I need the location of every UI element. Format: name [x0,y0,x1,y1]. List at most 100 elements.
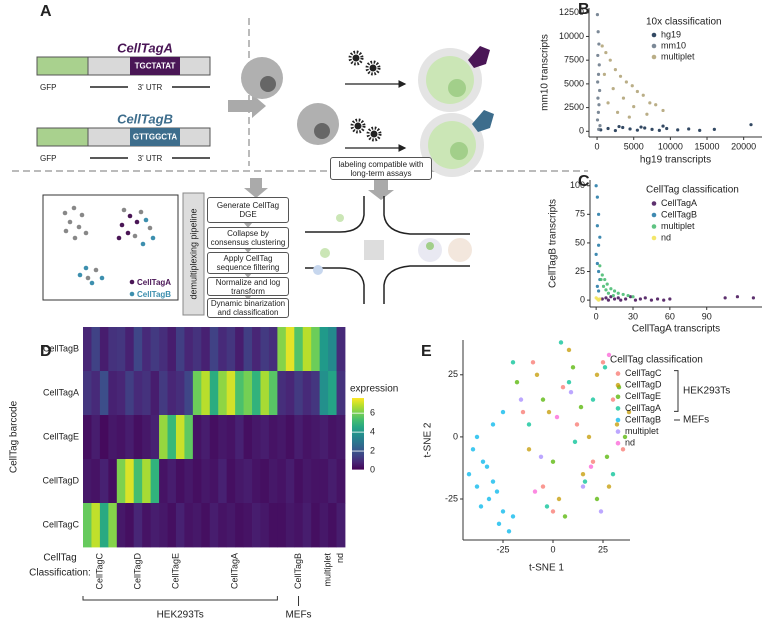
heatmap-cell [175,503,185,548]
heatmap-cell [159,459,168,504]
x-tick-label: 90 [702,311,712,321]
x-tick-label: 25 [598,544,608,554]
point [550,509,556,514]
point [598,88,602,93]
legend-swatch [651,32,657,38]
group-bracket-label: HEK293Ts [157,610,204,621]
virus-cores [352,54,378,138]
heatmap-cell [116,415,126,460]
heatmap-cell [201,459,211,504]
point [596,96,600,100]
legend-label: mm10 [661,40,686,50]
heatmap-cell [285,459,295,504]
y-tick-label: -25 [445,493,458,503]
heatmap-cell [83,415,92,460]
gfp-block [36,127,89,147]
point [596,72,601,76]
point [526,422,532,427]
colorbar-tick-label: 2 [370,445,375,455]
point [595,13,600,17]
heatmap-cell [294,503,304,548]
x-tick-label: 60 [665,311,675,321]
colorbar-tick-label: 0 [370,464,375,474]
point [613,128,617,133]
heatmap-cell [142,327,152,372]
y-tick-label: 100 [570,180,585,190]
x-axis-label: hg19 transcripts [640,155,711,166]
heatmap-cell [235,503,244,548]
point [712,127,716,132]
point [606,126,610,131]
point [657,128,661,132]
point [580,484,586,489]
heatmap-cell [285,371,295,416]
heatmap-cell [302,327,312,372]
heatmap-cell [226,503,236,548]
point [621,292,625,297]
point [608,58,612,62]
heatmap-cell [319,415,329,460]
point [597,289,601,293]
point [614,422,620,427]
barcode-block [130,57,180,75]
heatmap-cell [142,371,152,416]
point [530,360,536,365]
legend-swatch [615,382,621,388]
heatmap-cell [175,371,185,416]
point [626,409,632,415]
heatmap-cell [209,415,219,460]
pipeline-arrows [244,223,252,300]
heatmap-cell [226,459,236,504]
legend-label: multiplet [661,221,695,231]
cell [313,265,323,275]
cluster-dots [116,213,140,285]
heatmap-cell [116,459,126,504]
point [698,128,702,132]
heatmap-cell [277,459,287,504]
heatmap-cell [252,371,261,416]
point [514,380,520,385]
heatmap-cell [243,415,253,460]
heatmap-cell [91,371,101,416]
point [486,496,492,502]
point [609,287,613,291]
point [595,118,600,122]
heatmap-cell [328,415,337,460]
group-label: CellTagC [94,553,104,590]
heatmap-cell [99,327,109,372]
point [560,385,566,390]
y-axis-label: t-SNE 2 [423,422,434,457]
heatmap-cell [294,459,304,504]
heatmap-cell [311,503,321,548]
heatmap-cell [167,459,177,504]
point [643,126,647,130]
heatmap-cell [99,415,109,460]
point [597,127,601,132]
y-axis-label: mm10 transcripts [540,34,551,111]
point [590,459,596,464]
heatmap-cell [108,415,118,460]
nucleus [314,123,330,139]
heatmap-cell [328,371,337,416]
cluster-dots [77,217,156,297]
construct-name: CellTagB [117,111,173,126]
point [490,422,496,427]
point [618,74,623,78]
heatmap-cell [83,459,92,504]
x-tick-label: 20000 [731,141,756,151]
legend-title: CellTag classification [646,185,739,196]
labeled-cell [428,121,476,169]
point [633,298,638,302]
heatmap-cell [294,371,304,416]
panel-label: E [421,343,432,360]
heatmap-cell [201,415,211,460]
point [600,273,604,277]
heatmap-cell [336,459,346,504]
heatmap-cell [319,371,329,416]
heatmap-cell [125,415,135,460]
legend-group-label: MEFs [683,415,709,426]
heatmap-cell [268,503,278,548]
legend-swatch [615,406,621,411]
pipeline-title: demultiplexing pipeline [188,208,198,299]
